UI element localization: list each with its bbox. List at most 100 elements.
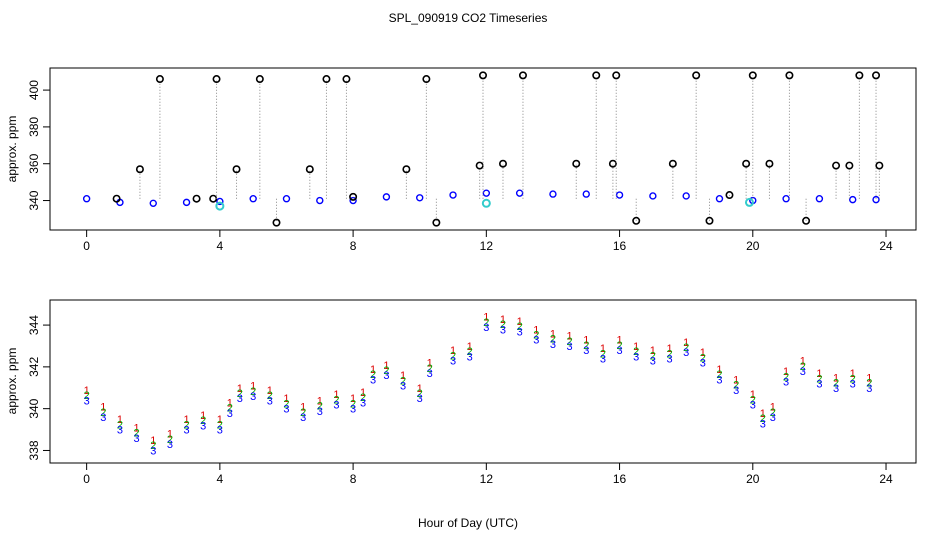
chart-title: SPL_090919 CO2 Timeseries: [389, 11, 548, 25]
series-3-marker: 3: [616, 345, 622, 357]
series-2-marker: 2: [227, 403, 233, 415]
series-3-marker: 3: [467, 351, 473, 363]
series-2-marker: 2: [683, 342, 689, 354]
series-2-marker: 2: [833, 378, 839, 390]
baseline-point: [682, 192, 690, 200]
x-tick-label: 0: [83, 239, 90, 253]
baseline-point: [849, 195, 857, 204]
series-1-marker: 1: [816, 368, 822, 380]
spike-point: [478, 71, 487, 80]
baseline-point: [815, 195, 824, 203]
series-3-marker: 3: [217, 425, 223, 437]
baseline-point: [416, 194, 424, 202]
spike-point: [342, 75, 351, 84]
series-1-marker: 1: [250, 381, 256, 393]
spike-point: [765, 159, 774, 168]
series-3-marker: 3: [250, 391, 256, 403]
baseline-point: [872, 195, 880, 204]
outlier-point: [481, 198, 491, 208]
series-2-marker: 2: [183, 419, 189, 431]
series-3-marker: 3: [267, 395, 273, 407]
series-2-marker: 2: [650, 350, 656, 362]
series-1-marker: 1: [666, 343, 672, 355]
series-3-marker: 3: [866, 383, 872, 395]
series-1-marker: 1: [100, 402, 106, 414]
series-2-marker: 2: [583, 340, 589, 352]
baseline-point: [549, 190, 557, 198]
series-2-marker: 2: [333, 394, 339, 406]
y-tick-label: 338: [27, 440, 41, 460]
series-3-marker: 3: [800, 366, 806, 378]
series-1-marker: 1: [517, 316, 523, 328]
series-2-marker: 2: [317, 401, 323, 413]
baseline-point: [249, 195, 257, 203]
baseline-point: [482, 189, 491, 197]
x-tick-label: 24: [879, 472, 893, 486]
series-1-marker: 1: [770, 402, 776, 414]
series-2-marker: 2: [417, 388, 423, 400]
series-2-marker: 2: [733, 380, 739, 392]
spike-point: [855, 71, 864, 80]
series-2-marker: 2: [237, 388, 243, 400]
baseline-point: [582, 190, 590, 198]
series-2-marker: 2: [600, 348, 606, 360]
baseline-point: [316, 196, 324, 205]
series-3-marker: 3: [700, 358, 706, 370]
series-1-marker: 1: [750, 389, 756, 401]
series-3-marker: 3: [517, 326, 523, 338]
series-2-marker: 2: [800, 361, 806, 373]
series-3-marker: 3: [183, 425, 189, 437]
series-3-marker: 3: [283, 404, 289, 416]
series-3-marker: 3: [317, 406, 323, 418]
series-2-marker: 2: [360, 392, 366, 404]
series-1-marker: 1: [84, 385, 90, 397]
plot2-frame: [49, 299, 917, 464]
spike-point: [498, 159, 507, 168]
series-2-marker: 2: [550, 334, 556, 346]
plot1-area: 0 4 8 12 16 20 24 340 360 380 400: [27, 71, 893, 253]
series-1-marker: 1: [134, 422, 140, 434]
spike-point: [692, 71, 701, 80]
series-2-marker: 2: [716, 369, 722, 381]
spike-point: [232, 165, 241, 174]
series-1-marker: 1: [700, 347, 706, 359]
series-3-marker: 3: [100, 412, 106, 424]
spike-point: [632, 216, 641, 225]
series-2-marker: 2: [850, 373, 856, 385]
series-3-marker: 3: [750, 399, 756, 411]
series-2-marker: 2: [533, 329, 539, 341]
series-2-marker: 2: [567, 336, 573, 348]
series-3-marker: 3: [666, 354, 672, 366]
series-1-marker: 1: [800, 356, 806, 368]
spike-point: [155, 75, 164, 84]
spike-point: [668, 159, 677, 168]
y-tick-label: 360: [27, 153, 41, 173]
y-tick-label: 342: [27, 357, 41, 377]
series-2-marker: 2: [450, 350, 456, 362]
series-1-marker: 1: [650, 345, 656, 357]
series-3-marker: 3: [770, 412, 776, 424]
spike-point: [255, 75, 264, 84]
baseline-point: [715, 195, 724, 203]
series-3-marker: 3: [227, 408, 233, 420]
series-1-marker: 1: [333, 389, 339, 401]
series-1-marker: 1: [616, 335, 622, 347]
series-2-marker: 2: [770, 407, 776, 419]
series-1-marker: 1: [117, 414, 123, 426]
series-1-marker: 1: [583, 335, 589, 347]
spike-point: [608, 159, 617, 168]
series-1-marker: 1: [400, 370, 406, 382]
series-3-marker: 3: [567, 341, 573, 353]
series-1-marker: 1: [200, 410, 206, 422]
series-1-marker: 1: [567, 331, 573, 343]
spike-point: [112, 194, 121, 203]
spike-point: [212, 75, 221, 84]
x-tick-label: 20: [746, 239, 760, 253]
spike-point: [572, 159, 581, 168]
series-3-marker: 3: [483, 322, 489, 334]
y-tick-label: 344: [27, 315, 41, 335]
series-1-marker: 1: [283, 393, 289, 405]
series-2-marker: 2: [117, 419, 123, 431]
series-2-marker: 2: [267, 390, 273, 402]
series-2-marker: 2: [383, 365, 389, 377]
